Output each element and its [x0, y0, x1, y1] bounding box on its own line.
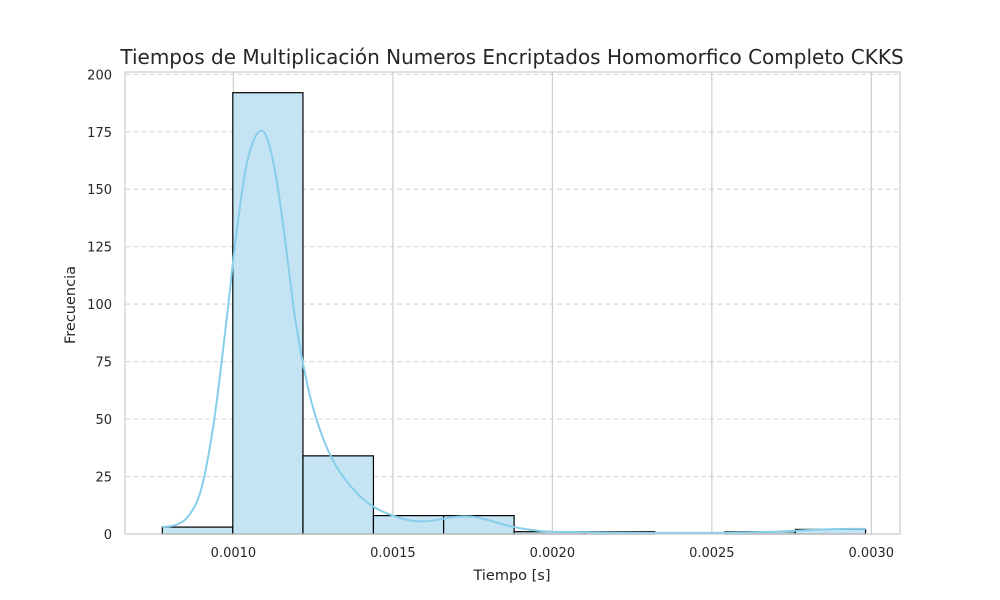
y-tick-label: 175 [87, 126, 112, 141]
x-axis-label: Tiempo [s] [472, 568, 550, 584]
x-tick-label: 0.0025 [689, 546, 735, 561]
histogram-bar [302, 455, 375, 535]
kde-curve [162, 129, 866, 534]
y-tick-label: 150 [87, 183, 112, 198]
histogram-bars [161, 92, 867, 535]
y-tick-label: 100 [87, 298, 112, 313]
y-tick-label: 125 [87, 241, 112, 256]
x-axis-ticks: 0.0010 0.0015 0.0020 0.0025 0.0030 [211, 546, 894, 561]
plot-area-frame [124, 71, 901, 535]
x-tick-label: 0.0020 [530, 546, 576, 561]
y-axis-ticks: 0 25 50 75 100 125 150 175 200 [87, 68, 112, 543]
y-tick-label: 200 [87, 68, 112, 83]
chart-title: Tiempos de Multiplicación Numeros Encrip… [119, 45, 903, 69]
histogram-bar [161, 526, 234, 535]
histogram-bar [372, 515, 445, 535]
y-axis-label: Frecuencia [63, 266, 79, 344]
histogram-bar [232, 92, 304, 535]
x-tick-label: 0.0015 [370, 546, 416, 561]
y-tick-label: 0 [104, 528, 112, 543]
y-tick-label: 25 [95, 471, 112, 486]
kde-curve-group [162, 129, 866, 534]
x-tick-label: 0.0030 [849, 546, 895, 561]
y-tick-label: 75 [95, 356, 112, 371]
y-tick-label: 50 [95, 413, 112, 428]
x-tick-label: 0.0010 [211, 546, 257, 561]
